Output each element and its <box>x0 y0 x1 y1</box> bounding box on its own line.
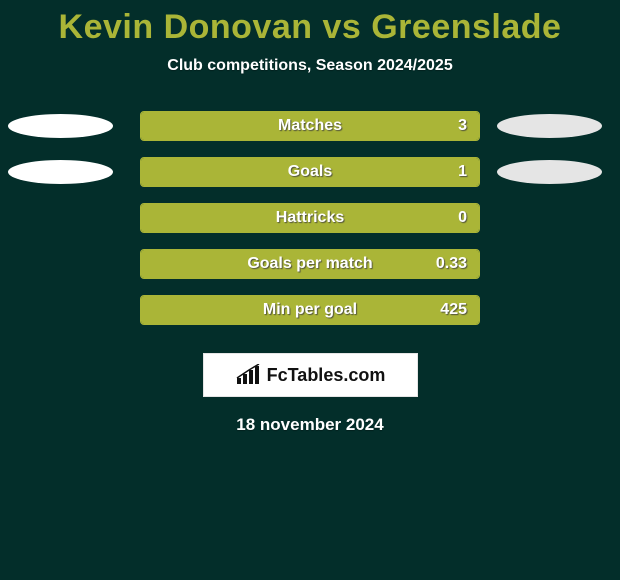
stat-bar: Goals 1 <box>140 157 480 187</box>
stat-row: Matches 3 <box>0 103 620 149</box>
stat-label: Goals per match <box>247 255 372 273</box>
stat-label: Goals <box>288 163 332 181</box>
stat-value: 3 <box>458 117 467 135</box>
stat-label: Min per goal <box>263 301 357 319</box>
stat-value: 1 <box>458 163 467 181</box>
source-logo: FcTables.com <box>203 353 418 397</box>
bars-icon <box>235 364 261 386</box>
stat-value: 0.33 <box>436 255 467 273</box>
subtitle: Club competitions, Season 2024/2025 <box>0 57 620 75</box>
date-text: 18 november 2024 <box>0 415 620 435</box>
player-left-marker <box>8 114 113 138</box>
stat-value: 425 <box>440 301 467 319</box>
stat-bar: Min per goal 425 <box>140 295 480 325</box>
stat-row: Goals 1 <box>0 149 620 195</box>
stat-bar: Matches 3 <box>140 111 480 141</box>
player-right-marker <box>497 160 602 184</box>
stats-list: Matches 3 Goals 1 Hattricks 0 <box>0 103 620 333</box>
comparison-card: Kevin Donovan vs Greenslade Club competi… <box>0 0 620 580</box>
player-right-marker <box>497 114 602 138</box>
stat-row: Min per goal 425 <box>0 287 620 333</box>
player-left-marker <box>8 160 113 184</box>
stat-bar: Hattricks 0 <box>140 203 480 233</box>
stat-row: Goals per match 0.33 <box>0 241 620 287</box>
stat-row: Hattricks 0 <box>0 195 620 241</box>
stat-bar: Goals per match 0.33 <box>140 249 480 279</box>
stat-label: Hattricks <box>276 209 344 227</box>
stat-label: Matches <box>278 117 342 135</box>
page-title: Kevin Donovan vs Greenslade <box>0 0 620 47</box>
stat-value: 0 <box>458 209 467 227</box>
logo-text: FcTables.com <box>267 365 386 386</box>
